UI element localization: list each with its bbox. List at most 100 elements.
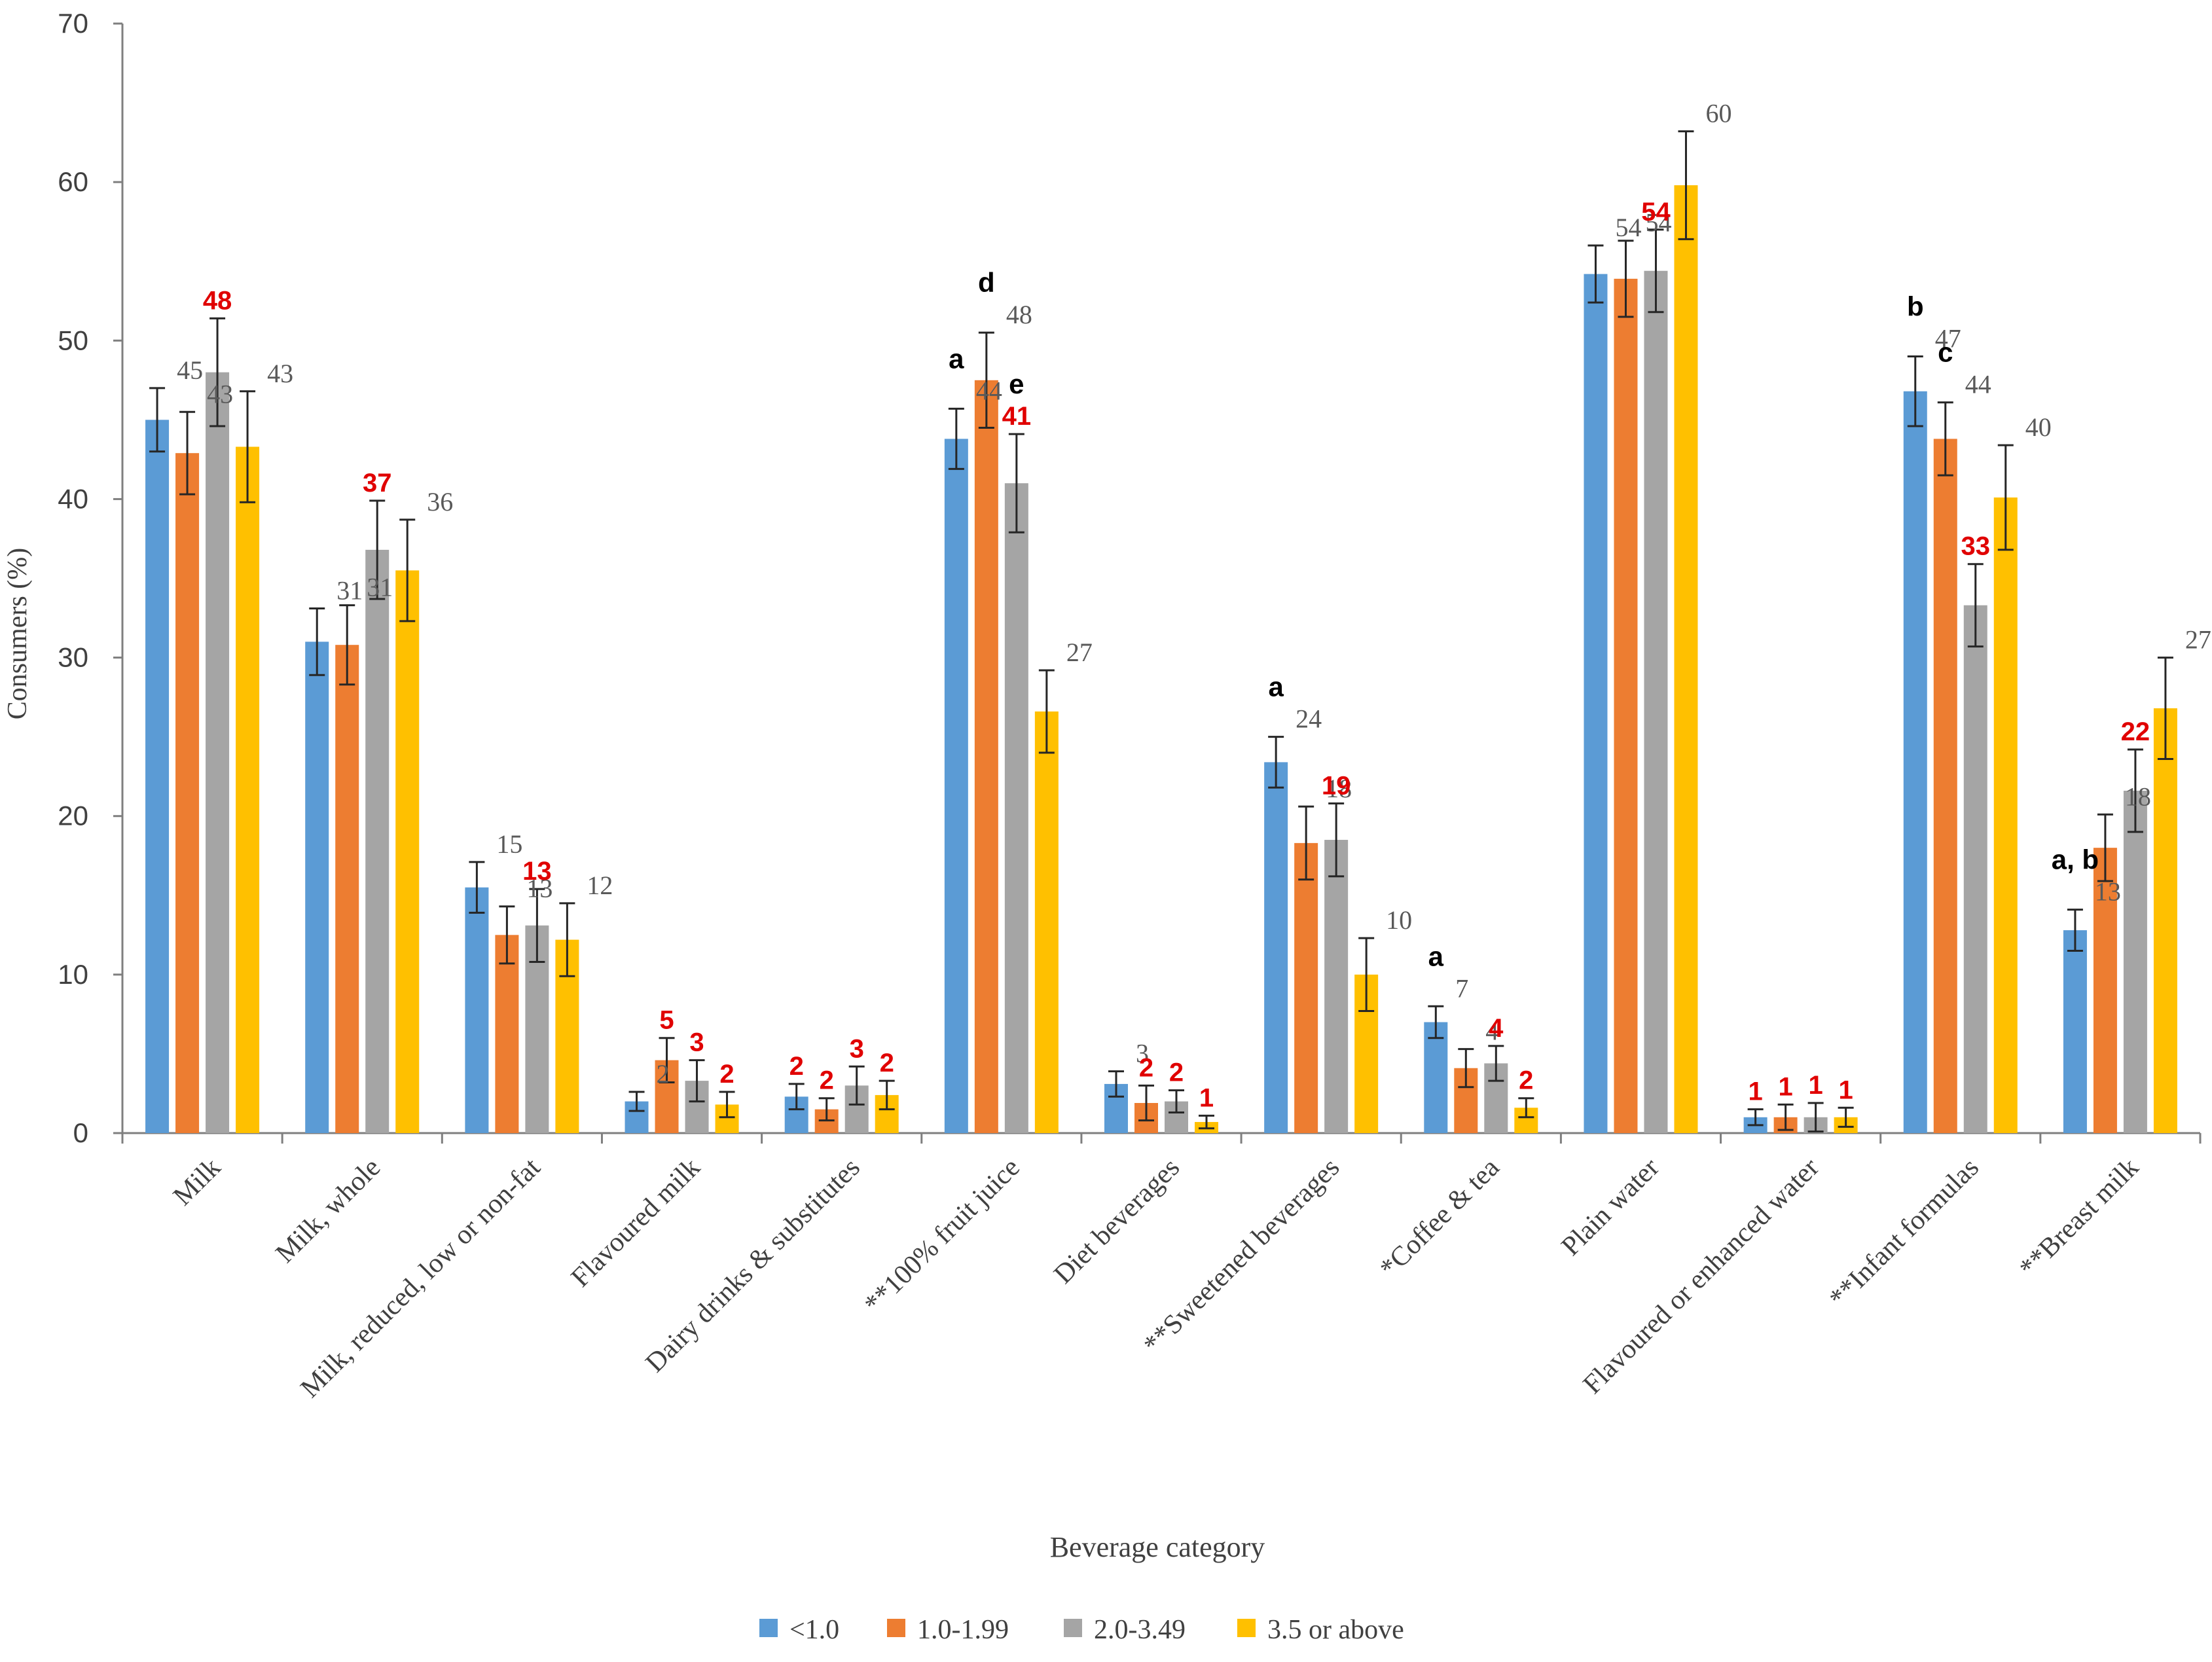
bar — [365, 549, 390, 1133]
data-label: 47 — [1935, 324, 1961, 353]
error-bar — [1328, 802, 1345, 878]
error-bar — [818, 1097, 835, 1122]
legend-swatch — [887, 1619, 905, 1637]
bar — [1674, 185, 1698, 1133]
data-label: 54 — [1615, 213, 1641, 242]
error-bar — [1618, 240, 1634, 318]
error-bar — [559, 902, 575, 977]
data-label: 37 — [363, 469, 392, 497]
significance-letter: b — [1907, 291, 1924, 322]
error-bar — [1648, 228, 1664, 314]
data-label: 3 — [689, 1028, 704, 1057]
error-bar — [1777, 1103, 1794, 1131]
x-axis-label: Beverage category — [1050, 1531, 1265, 1563]
data-label: 1 — [1778, 1072, 1792, 1101]
y-tick-label: 10 — [58, 959, 88, 990]
bar — [305, 641, 329, 1133]
error-bar — [179, 410, 196, 496]
data-label: 48 — [1006, 300, 1032, 329]
data-label: 43 — [207, 379, 233, 408]
data-label: 3 — [1136, 1039, 1149, 1068]
error-bar — [848, 1065, 865, 1106]
bar — [1324, 840, 1349, 1133]
error-bar — [788, 1083, 805, 1111]
significance-letter: c — [1938, 337, 1953, 368]
error-bar — [2157, 657, 2173, 761]
data-label: 13 — [526, 874, 553, 903]
annotations: a d e a a bc a, b — [949, 267, 2099, 971]
error-bar — [1199, 1114, 1214, 1130]
data-label: 7 — [1455, 973, 1468, 1003]
bar — [1993, 497, 2018, 1133]
data-label: 27 — [2185, 625, 2211, 655]
data-label: 2 — [719, 1060, 734, 1089]
data-label: 12 — [587, 871, 613, 900]
error-bar — [2097, 813, 2113, 882]
bar — [2153, 708, 2177, 1133]
legend: <1.0 1.0-1.99 2.0-3.49 3.5 or above — [759, 1615, 1404, 1645]
bar — [1584, 274, 1608, 1134]
bar — [1903, 391, 1927, 1133]
data-label: 13 — [522, 857, 552, 886]
y-tick-label: 0 — [73, 1117, 88, 1148]
error-bar — [469, 861, 485, 914]
legend-swatch — [1064, 1619, 1082, 1637]
bar — [1294, 842, 1318, 1133]
data-label: 2 — [820, 1066, 834, 1095]
data-label: 45 — [177, 355, 203, 385]
bar — [2093, 848, 2117, 1133]
error-bar — [1108, 1070, 1124, 1098]
data-label: 1 — [1838, 1075, 1853, 1104]
data-label: 2 — [789, 1052, 804, 1081]
error-bar — [1678, 130, 1694, 240]
data-label: 4 — [1489, 1014, 1504, 1043]
error-bar — [309, 607, 325, 676]
bar — [1264, 762, 1288, 1133]
error-bar — [1138, 1084, 1154, 1122]
y-tick-label: 30 — [58, 642, 88, 673]
error-bar — [1838, 1106, 1854, 1128]
bar — [1644, 270, 1668, 1133]
data-label: 31 — [336, 576, 363, 605]
data-label: 24 — [1296, 704, 1322, 734]
legend-swatch — [1237, 1619, 1256, 1637]
data-label: 2 — [1519, 1066, 1533, 1095]
error-bar — [399, 518, 416, 623]
legend-label: <1.0 — [789, 1615, 839, 1645]
significance-letter: a, b — [2052, 844, 2099, 875]
error-bar — [369, 499, 386, 600]
significance-letter: a — [1428, 941, 1444, 971]
error-bar — [1488, 1045, 1504, 1082]
data-label: 3 — [850, 1034, 864, 1063]
error-bar — [1298, 805, 1315, 881]
data-label: 2 — [1139, 1053, 1153, 1082]
data-label: 1 — [1808, 1071, 1822, 1100]
significance-letter: d — [978, 267, 995, 298]
error-bar — [1937, 401, 1953, 477]
error-bar — [659, 1037, 675, 1084]
bar — [1424, 1022, 1448, 1133]
data-label: 36 — [427, 487, 453, 516]
bar — [1034, 711, 1059, 1133]
y-tick-label: 40 — [58, 483, 88, 514]
data-label: 13 — [2095, 877, 2121, 907]
data-label: 33 — [1961, 532, 1991, 561]
bar — [335, 645, 359, 1133]
data-label: 54 — [1641, 198, 1671, 226]
bar — [1004, 483, 1028, 1133]
data-label: 18 — [2125, 782, 2151, 811]
data-label: 2 — [1169, 1058, 1184, 1087]
data-label: 1 — [1199, 1083, 1214, 1112]
error-bar — [1907, 355, 1923, 427]
data-label: 10 — [1386, 905, 1412, 935]
error-bar — [1428, 1005, 1444, 1039]
bar — [944, 439, 968, 1133]
data-label: 18 — [1326, 774, 1352, 803]
bar — [236, 446, 260, 1133]
significance-letter: a — [949, 343, 964, 374]
data-label: 27 — [1066, 638, 1093, 667]
error-bar — [209, 317, 226, 427]
data-label: 60 — [1705, 99, 1732, 128]
